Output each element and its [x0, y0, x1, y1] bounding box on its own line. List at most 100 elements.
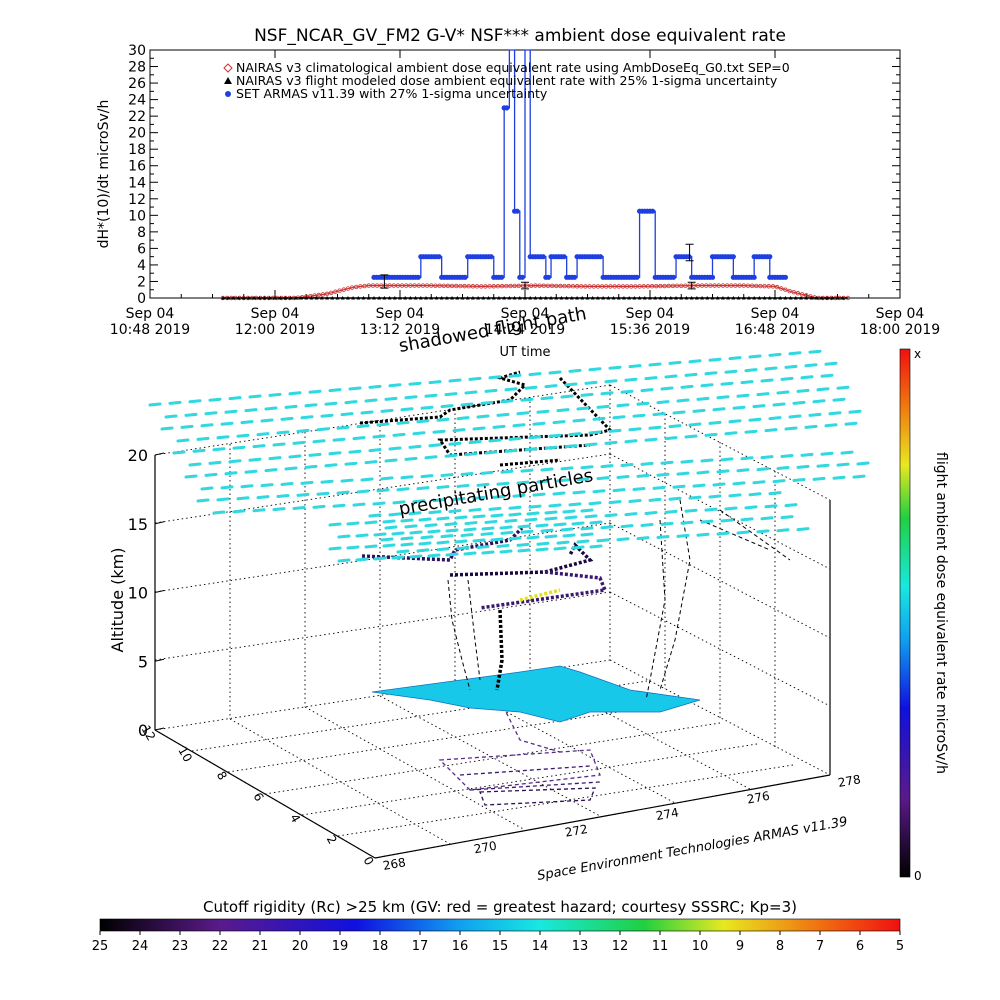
particle-dash	[268, 456, 282, 461]
particle-dash	[320, 479, 334, 484]
point-nairas-flight	[335, 296, 340, 300]
particle-dash	[588, 501, 602, 506]
point-nairas-flight	[356, 296, 361, 300]
particle-dash	[148, 402, 162, 407]
particle-dash	[520, 468, 534, 473]
particle-dash	[428, 510, 442, 515]
particle-dash	[336, 490, 350, 495]
particle-dash	[472, 514, 486, 519]
particle-dash	[828, 411, 842, 416]
point-nairas-climatological	[379, 283, 384, 288]
particle-dash	[640, 461, 654, 466]
point-nairas-climatological	[479, 284, 484, 289]
point-armas	[782, 274, 789, 280]
rigidity-tick-label: 6	[856, 939, 864, 954]
particle-dash	[704, 371, 718, 376]
point-nairas-flight	[658, 296, 663, 300]
point-nairas-flight	[538, 296, 543, 300]
point-nairas-climatological	[695, 283, 701, 288]
particle-dash	[472, 426, 486, 431]
particle-dash	[232, 509, 246, 514]
particle-dash	[740, 517, 754, 522]
rigidity-tick-label: 10	[692, 939, 709, 954]
particle-dash	[656, 534, 670, 539]
point-nairas-climatological	[624, 284, 630, 289]
rigidity-tick-label: 16	[452, 939, 469, 954]
latitude-ticks: 0 2 4 6 8 10 12	[139, 723, 377, 868]
x-tick-label-date: Sep 04	[126, 306, 175, 322]
particle-dash	[382, 543, 396, 548]
particle-dash	[744, 368, 758, 373]
particle-dash	[352, 502, 366, 507]
particle-dash	[392, 432, 406, 437]
particle-dash	[808, 412, 822, 417]
particle-dash	[468, 376, 482, 381]
dose-colorbar-bottom-label: 0	[914, 869, 922, 883]
particle-dash	[548, 370, 562, 375]
altitude-tick-label: 10	[128, 584, 148, 603]
particle-dash	[418, 541, 432, 546]
particle-dash	[772, 402, 786, 407]
point-armas	[597, 254, 604, 260]
particle-dash	[196, 436, 210, 441]
particle-dash	[553, 546, 567, 551]
point-nairas-climatological	[783, 287, 788, 292]
particle-dash	[720, 457, 734, 462]
particle-dash	[836, 385, 850, 390]
particle-dash	[424, 393, 438, 398]
particle-dash	[364, 520, 378, 525]
point-nairas-flight	[434, 296, 439, 300]
rigidity-tick-label: 23	[172, 939, 189, 954]
particle-dash	[496, 543, 510, 548]
particle-dash	[420, 474, 434, 479]
y-tick-label: 30	[128, 43, 146, 59]
particle-dash	[584, 514, 598, 519]
point-nairas-flight	[575, 296, 580, 300]
point-nairas-climatological	[758, 283, 763, 289]
particle-dash	[424, 523, 438, 528]
particle-dash	[732, 405, 746, 410]
particle-dash	[748, 354, 762, 359]
particle-dash	[568, 502, 582, 507]
particle-dash	[752, 404, 766, 409]
particle-dash	[728, 356, 742, 361]
particle-dash	[720, 518, 734, 523]
particle-dash	[660, 386, 674, 391]
particle-dash	[580, 532, 594, 537]
point-nairas-flight	[663, 296, 668, 300]
point-nairas-flight	[496, 296, 501, 300]
point-nairas-flight	[569, 296, 574, 300]
point-nairas-climatological	[499, 283, 505, 289]
particle-dash	[436, 547, 450, 552]
particle-dash	[604, 379, 618, 384]
point-nairas-climatological	[699, 283, 705, 288]
particle-dash	[360, 477, 374, 482]
particle-dash	[592, 489, 606, 494]
particle-dash	[688, 359, 702, 364]
particle-dash	[684, 434, 698, 439]
point-nairas-flight	[648, 296, 652, 300]
point-nairas-climatological	[795, 291, 801, 296]
particle-dash	[840, 450, 854, 455]
point-nairas-climatological	[437, 283, 442, 288]
point-armas	[650, 208, 656, 214]
particle-dash	[724, 431, 738, 436]
point-nairas-flight	[246, 296, 251, 300]
particle-dash	[420, 405, 434, 410]
particle-dash	[852, 474, 866, 479]
point-nairas-flight	[710, 296, 715, 300]
particle-dash	[416, 486, 430, 491]
particle-dash	[788, 414, 802, 419]
rigidity-tick-label: 22	[212, 939, 229, 954]
particle-dash	[444, 392, 458, 397]
point-nairas-flight	[517, 296, 522, 300]
particle-dash	[164, 414, 178, 419]
particle-dash	[444, 522, 458, 527]
particle-dash	[456, 483, 470, 488]
particle-dash	[409, 530, 423, 535]
particle-dash	[276, 494, 290, 499]
point-nairas-flight	[226, 296, 231, 300]
point-nairas-flight	[252, 296, 257, 300]
particle-dash	[184, 412, 198, 417]
